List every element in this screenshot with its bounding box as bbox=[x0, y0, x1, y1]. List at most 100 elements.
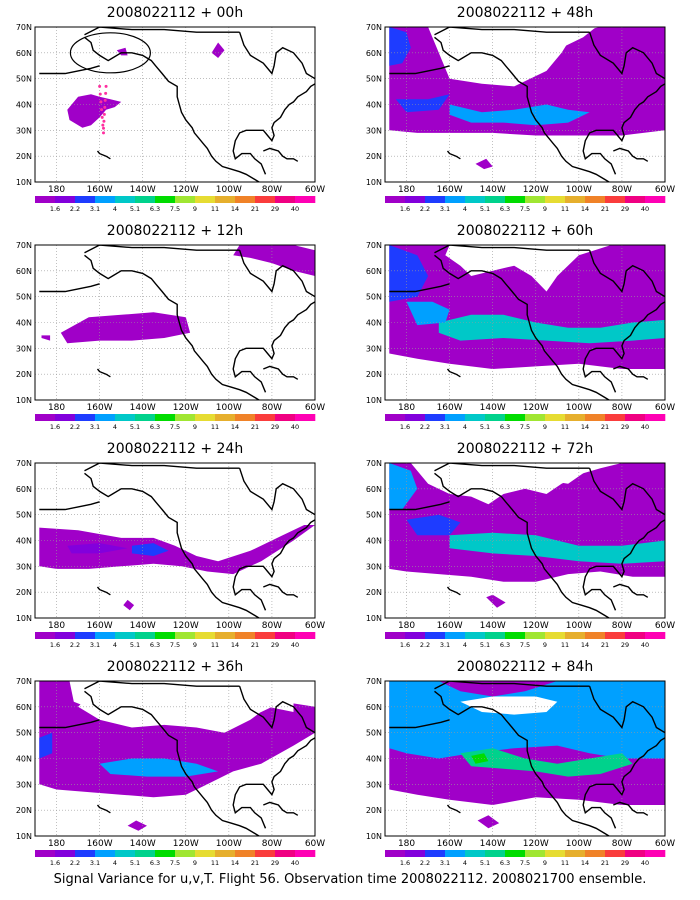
dropsonde-marker bbox=[101, 131, 105, 135]
dropsonde-marker bbox=[103, 105, 107, 109]
colorbar-swatch bbox=[465, 632, 486, 639]
colorbar-label: 4 bbox=[113, 641, 117, 649]
figure-caption: Signal Variance for u,v,T. Flight 56. Ob… bbox=[53, 872, 647, 887]
colorbar-swatch bbox=[505, 196, 526, 203]
coastline bbox=[84, 254, 279, 400]
colorbar-swatch bbox=[155, 850, 176, 857]
coastline bbox=[588, 467, 665, 516]
lat-tick-label: 40N bbox=[16, 319, 32, 328]
panel-title: 2008022112 + 12h bbox=[106, 223, 244, 239]
colorbar-label: 9 bbox=[543, 205, 547, 213]
coastline bbox=[389, 501, 450, 511]
colorbar-label: 9 bbox=[543, 423, 547, 431]
variance-contour-5 bbox=[460, 748, 633, 777]
lat-tick-label: 40N bbox=[366, 755, 382, 764]
colorbar-swatch bbox=[135, 632, 156, 639]
colorbar-swatch bbox=[115, 414, 136, 421]
colorbar-label: 29 bbox=[271, 423, 279, 431]
map-plot: 70N 60N 50N 40N 30N 20N 10N 180 160W 140W 120W 100W… bbox=[366, 23, 675, 213]
colorbar-swatch bbox=[55, 414, 76, 421]
colorbar-swatch bbox=[525, 632, 546, 639]
colorbar-swatch bbox=[115, 850, 136, 857]
colorbar-swatch bbox=[35, 850, 56, 857]
colorbar-swatch bbox=[445, 414, 466, 421]
coastline bbox=[84, 472, 279, 618]
lon-tick-label: 120W bbox=[523, 403, 549, 413]
lat-tick-label: 40N bbox=[16, 101, 32, 110]
map-frame bbox=[384, 462, 666, 619]
dropsonde-marker bbox=[102, 112, 106, 116]
coastline bbox=[582, 519, 665, 611]
lon-tick-label: 60W bbox=[305, 403, 325, 413]
lat-tick-label: 30N bbox=[366, 126, 382, 135]
lon-tick-label: 140W bbox=[130, 185, 156, 195]
map-frame bbox=[34, 244, 316, 401]
lon-tick-label: 180 bbox=[48, 185, 65, 195]
lat-tick-label: 10N bbox=[16, 614, 32, 623]
colorbar-swatch bbox=[605, 850, 626, 857]
lat-tick-label: 50N bbox=[16, 511, 32, 520]
coastline bbox=[84, 36, 279, 182]
lon-tick-label: 140W bbox=[130, 839, 156, 849]
lon-tick-label: 100W bbox=[566, 185, 592, 195]
coastline bbox=[238, 31, 315, 80]
dropsonde-marker bbox=[104, 84, 108, 88]
map-layer: 70N 60N 50N 40N 30N 20N 10N 180 160W 140W 120W 100W… bbox=[16, 241, 325, 431]
colorbar-swatch bbox=[35, 632, 56, 639]
lon-tick-label: 160W bbox=[87, 403, 113, 413]
lat-tick-label: 20N bbox=[366, 806, 382, 815]
lat-tick-label: 30N bbox=[16, 126, 32, 135]
lat-tick-label: 30N bbox=[366, 562, 382, 571]
colorbar-label: 29 bbox=[621, 205, 629, 213]
variance-contour-3 bbox=[389, 681, 665, 759]
colorbar-label: 4 bbox=[463, 641, 467, 649]
map-area bbox=[385, 681, 665, 836]
coastline bbox=[232, 737, 315, 829]
map-frame bbox=[384, 244, 666, 401]
colorbar-label: 14 bbox=[581, 641, 589, 649]
colorbar-swatch bbox=[235, 414, 256, 421]
lon-tick-label: 80W bbox=[262, 621, 282, 631]
map-area bbox=[35, 463, 315, 618]
lat-tick-label: 10N bbox=[16, 832, 32, 841]
lat-tick-label: 50N bbox=[366, 729, 382, 738]
colorbar-swatch bbox=[235, 632, 256, 639]
lon-tick-label: 160W bbox=[437, 403, 463, 413]
low-variance-region bbox=[460, 245, 597, 276]
colorbar-label: 9 bbox=[193, 205, 197, 213]
colorbar-label: 4 bbox=[113, 859, 117, 867]
colorbar-label: 14 bbox=[231, 641, 239, 649]
colorbar-label: 6.3 bbox=[150, 641, 160, 649]
lon-tick-label: 80W bbox=[612, 621, 632, 631]
coastline bbox=[84, 463, 240, 472]
dropsonde-marker bbox=[100, 108, 104, 112]
colorbar-label: 11 bbox=[211, 423, 219, 431]
colorbar-swatch bbox=[505, 632, 526, 639]
colorbar-label: 21 bbox=[251, 423, 259, 431]
lat-tick-label: 10N bbox=[366, 396, 382, 405]
colorbar-swatch bbox=[215, 632, 236, 639]
coastline bbox=[588, 685, 665, 734]
colorbar-label: 40 bbox=[291, 205, 299, 213]
variance-contour-2 bbox=[389, 245, 429, 302]
coastline bbox=[434, 463, 590, 472]
colorbar-swatch bbox=[75, 196, 96, 203]
colorbar-label: 7.5 bbox=[520, 205, 530, 213]
lat-tick-label: 20N bbox=[16, 806, 32, 815]
lon-tick-label: 120W bbox=[523, 839, 549, 849]
colorbar-swatch bbox=[135, 414, 156, 421]
lat-tick-label: 10N bbox=[366, 178, 382, 187]
colorbar-swatch bbox=[445, 850, 466, 857]
map-layer: 70N 60N 50N 40N 30N 20N 10N 180 160W 140W 120W 100W… bbox=[366, 241, 675, 431]
map-panel-60h: 2008022112 + 60h 70N 60N 50N 40N 30N 20N 10N 18… bbox=[350, 222, 700, 440]
colorbar-label: 4 bbox=[463, 205, 467, 213]
colorbar-label: 21 bbox=[601, 423, 609, 431]
variance-contour-0 bbox=[41, 335, 51, 341]
coastline bbox=[446, 804, 461, 814]
coastline bbox=[238, 249, 315, 298]
colorbar-label: 14 bbox=[581, 205, 589, 213]
variance-contour-6 bbox=[471, 753, 489, 764]
colorbar-label: 2.2 bbox=[70, 859, 80, 867]
lat-tick-label: 70N bbox=[16, 241, 32, 250]
colorbar-swatch bbox=[195, 414, 216, 421]
